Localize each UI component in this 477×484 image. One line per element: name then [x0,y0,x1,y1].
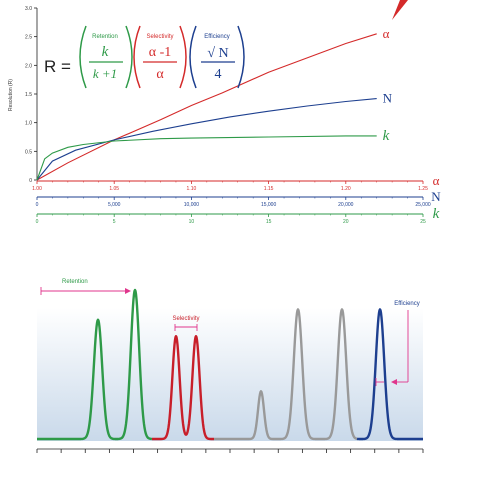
x-axis-name: k [433,206,440,222]
x-tick-label: 20,000 [338,202,354,208]
efficiency-arrow-head [391,379,397,385]
peak-trace-efficiency [356,308,424,441]
y-tick-label: 2.5 [25,35,32,41]
peak-trace-retention [36,288,153,441]
series-line-k [36,135,377,181]
x-tick-label: 10,000 [184,202,200,208]
series-line-alpha [36,33,377,181]
retention-denominator: k +1 [93,66,117,81]
x-tick-label: 1.10 [187,186,197,192]
retention-annotation: Retention [62,279,88,285]
selectivity-denominator: α [156,67,164,82]
y-tick-label: 0 [29,178,32,184]
x-tick-label: 0 [36,219,39,225]
selectivity-paren-left [133,25,141,89]
selectivity-paren-right [179,25,187,89]
peak-trace-other [213,308,358,441]
selectivity-annotation: Selectivity [172,316,199,322]
x-tick-label: 1.25 [418,186,428,192]
resolution-curves: α Nk [36,26,393,181]
x-tick-label: 15 [266,219,272,225]
efficiency-paren-left [189,25,197,89]
peaks [36,288,424,441]
x-tick-label: 25,000 [415,202,431,208]
y-ticks: 0 0.5 1.0 1.5 2.0 2.5 3.0 [25,6,37,184]
x-axis-name: α [433,173,440,188]
x-tick-label: 1.20 [341,186,351,192]
x-tick-label: 10 [189,219,195,225]
x-axis-name: N [431,189,441,204]
efficiency-numerator: √ N [207,46,228,61]
x-tick-label: 20 [343,219,349,225]
selectivity-numerator: α -1 [149,45,172,60]
x-tick-label: 25 [420,219,426,225]
y-tick-label: 2.0 [25,63,32,69]
efficiency-paren-right [237,25,245,89]
x-tick-label: 1.15 [264,186,274,192]
red-arrow-flash [392,0,408,20]
series-label: α [383,26,390,41]
chromatogram-ticks [36,449,424,453]
retention-paren-left [79,25,87,89]
resolution-chart: 00.51.01.52.02.53.0 Resolution (R) αNk R… [8,0,441,225]
efficiency-denominator: 4 [215,67,222,82]
equation-lhs: R = [44,57,71,76]
series-line-n [36,98,377,181]
series-label: N [383,91,393,106]
x-tick-label: 0 [36,202,39,208]
chromatogram: Retention Selectivity Efficiency [36,279,424,453]
y-axis-label: Resolution (R) [8,79,14,111]
x-tick-label: 5 [113,219,116,225]
y-tick-label: 3.0 [25,6,32,12]
retention-label: Retention [92,34,118,40]
resolution-equation: R = Retention k k +1 Selectivity α -1 α … [44,25,245,89]
efficiency-label: Efficiency [204,34,230,40]
x-tick-label: 5,000 [108,202,121,208]
series-label: k [383,128,390,144]
x-axes: 1.00 1.05 1.10 1.15 1.20 1.25 α 0 5,000 10,000 15,… [32,173,441,225]
x-tick-label: 1.05 [109,186,119,192]
x-tick-label: 15,000 [261,202,277,208]
selectivity-label: Selectivity [146,34,173,40]
peak-trace-selectivity [151,335,215,441]
y-tick-label: 1.5 [25,92,32,98]
y-tick-label: 0.5 [25,149,32,155]
retention-paren-right [125,25,133,89]
chromatogram-background [37,308,423,441]
retention-arrow-head [125,288,131,294]
y-tick-label: 1.0 [25,121,32,127]
retention-numerator: k [102,44,109,60]
efficiency-annotation: Efficiency [394,301,420,307]
x-tick-label: 1.00 [32,186,42,192]
